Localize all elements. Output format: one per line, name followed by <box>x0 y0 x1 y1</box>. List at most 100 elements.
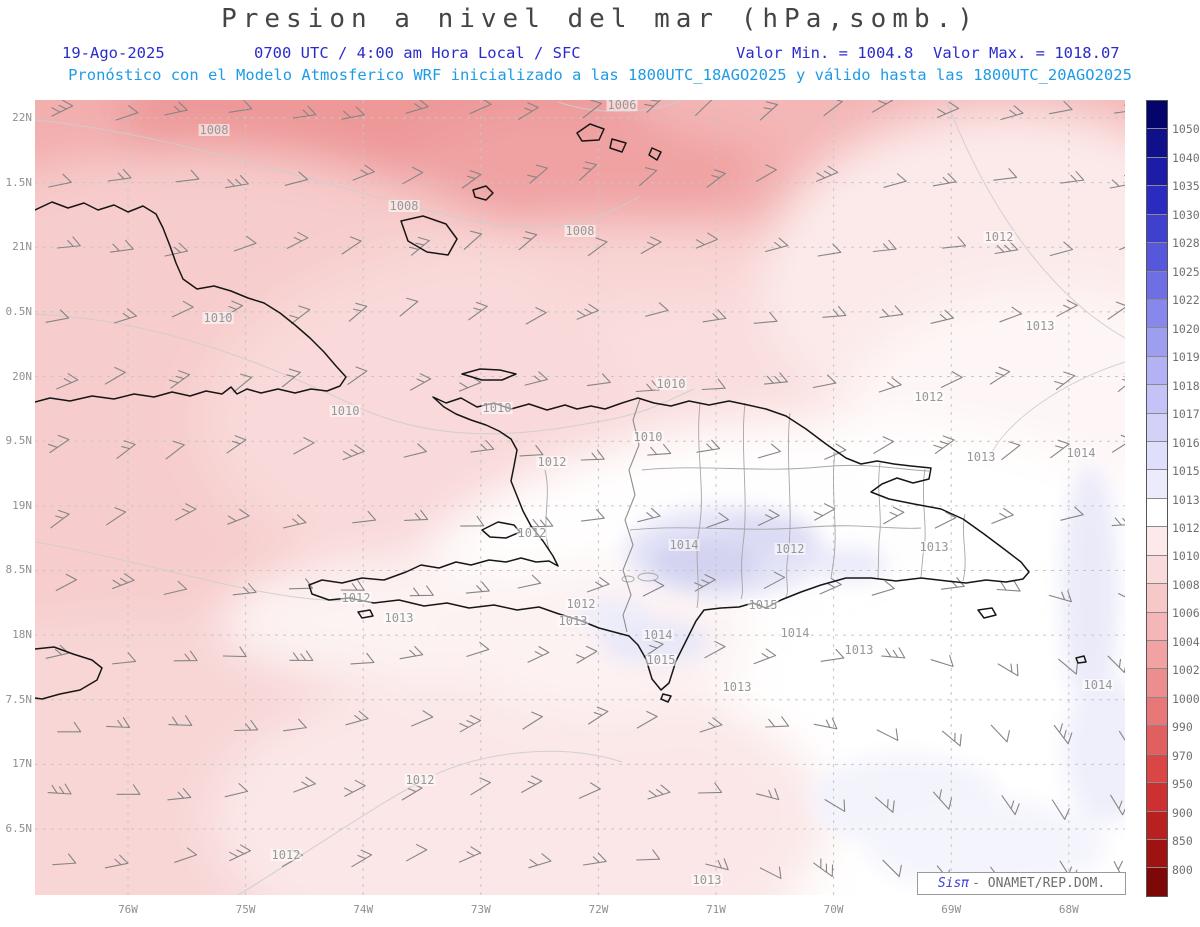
colorbar-segment <box>1147 156 1167 186</box>
wind-barb <box>225 175 249 189</box>
wind-barb <box>466 641 490 657</box>
credit-text: - ONAMET/REP.DOM. <box>972 876 1106 891</box>
wind-barb <box>1117 373 1125 393</box>
wind-barb <box>576 303 599 320</box>
caicos-island-east <box>609 138 627 153</box>
wind-barb <box>116 440 136 459</box>
wind-barb <box>705 858 729 871</box>
wind-barb <box>168 715 193 726</box>
colorbar-segment <box>1147 782 1167 811</box>
wind-barb <box>470 777 491 796</box>
colorbar-segment <box>1147 270 1167 299</box>
wind-barb <box>874 796 895 813</box>
wind-barb <box>871 580 895 596</box>
wind-barb <box>695 100 713 116</box>
wind-barb <box>999 306 1023 323</box>
wind-barb <box>1119 233 1125 251</box>
graticule <box>35 100 1125 895</box>
colorbar-segment <box>1147 441 1167 470</box>
wind-barb <box>517 574 542 589</box>
colorbar-segment <box>1147 412 1167 442</box>
value-max-label: Valor Max. = 1018.07 <box>933 44 1120 62</box>
wind-barb <box>647 443 672 456</box>
colorbar-segment <box>1147 526 1167 555</box>
wind-barb <box>112 573 135 590</box>
wind-barb <box>1110 794 1125 816</box>
wind-barb <box>822 305 847 318</box>
wind-barb <box>759 866 782 879</box>
wind-barb <box>352 164 375 181</box>
wind-barb <box>288 578 314 590</box>
wind-barb <box>1058 658 1078 675</box>
wind-barb <box>876 728 899 741</box>
wind-barb <box>701 378 726 391</box>
wind-barb <box>1001 795 1020 816</box>
hispaniola-coastline <box>308 396 1030 691</box>
wind-barb <box>882 859 902 878</box>
wind-barb <box>402 166 424 185</box>
wind-barb <box>765 237 789 253</box>
wind-barb <box>229 844 252 862</box>
wind-barb <box>163 580 188 595</box>
ile-a-vache <box>357 609 374 619</box>
colorbar-segment <box>1147 668 1167 697</box>
credit-box: Sisπ - ONAMET/REP.DOM. <box>917 872 1126 895</box>
colorbar-segment <box>1147 725 1167 754</box>
wind-barb <box>994 240 1019 255</box>
wind-barb <box>702 309 727 323</box>
wind-barb <box>465 581 490 594</box>
wind-barb <box>588 706 609 725</box>
wind-barb <box>993 168 1018 181</box>
wind-barb <box>352 510 377 524</box>
wind-barb <box>47 783 72 795</box>
wind-barb <box>399 297 419 317</box>
colorbar-segment <box>1147 185 1167 214</box>
wind-barb <box>529 516 554 528</box>
wind-barb <box>469 100 492 115</box>
wind-barb <box>1111 434 1125 453</box>
wind-barb <box>582 852 607 866</box>
wind-barb <box>812 374 837 389</box>
wind-barb <box>706 512 729 529</box>
wind-barb <box>340 580 365 591</box>
wind-barb <box>580 449 605 461</box>
wind-barb <box>48 434 70 454</box>
wind-barb <box>817 243 842 257</box>
turks-island <box>648 147 662 161</box>
wind-barb <box>645 302 669 317</box>
wind-barb <box>175 503 197 521</box>
wind-barb <box>48 173 72 188</box>
wind-barb <box>1060 171 1085 184</box>
wind-barb <box>342 444 365 461</box>
jamaica-coastline <box>35 646 103 700</box>
wind-barb <box>637 507 661 523</box>
wind-barb <box>114 308 138 324</box>
wind-barb <box>813 858 834 877</box>
wind-barb <box>525 307 547 325</box>
wind-barb <box>753 311 778 324</box>
wind-barb <box>348 302 368 322</box>
wind-barb <box>105 717 131 728</box>
wind-barb <box>286 231 309 249</box>
wind-barb-layer <box>45 100 1125 887</box>
page-title: Presion a nivel del mar (hPa,somb.) <box>221 4 979 34</box>
caicos-island-west <box>576 123 605 142</box>
colorbar-segment <box>1147 838 1167 868</box>
wind-barb <box>936 101 960 118</box>
wind-barb <box>1048 590 1072 603</box>
wind-barb <box>990 724 1010 743</box>
wind-barb <box>350 652 375 665</box>
wind-barb <box>173 650 198 662</box>
wind-barb <box>934 511 957 529</box>
wind-barb <box>56 236 81 249</box>
wind-barb <box>1001 441 1021 460</box>
wind-barb <box>527 164 548 184</box>
wind-barb <box>174 847 198 863</box>
colorbar-segment <box>1147 298 1167 328</box>
wind-barb <box>582 100 602 119</box>
wind-barb <box>1114 100 1125 114</box>
wind-barb <box>881 647 906 659</box>
wind-barb <box>933 435 955 454</box>
wind-barb <box>347 366 368 385</box>
